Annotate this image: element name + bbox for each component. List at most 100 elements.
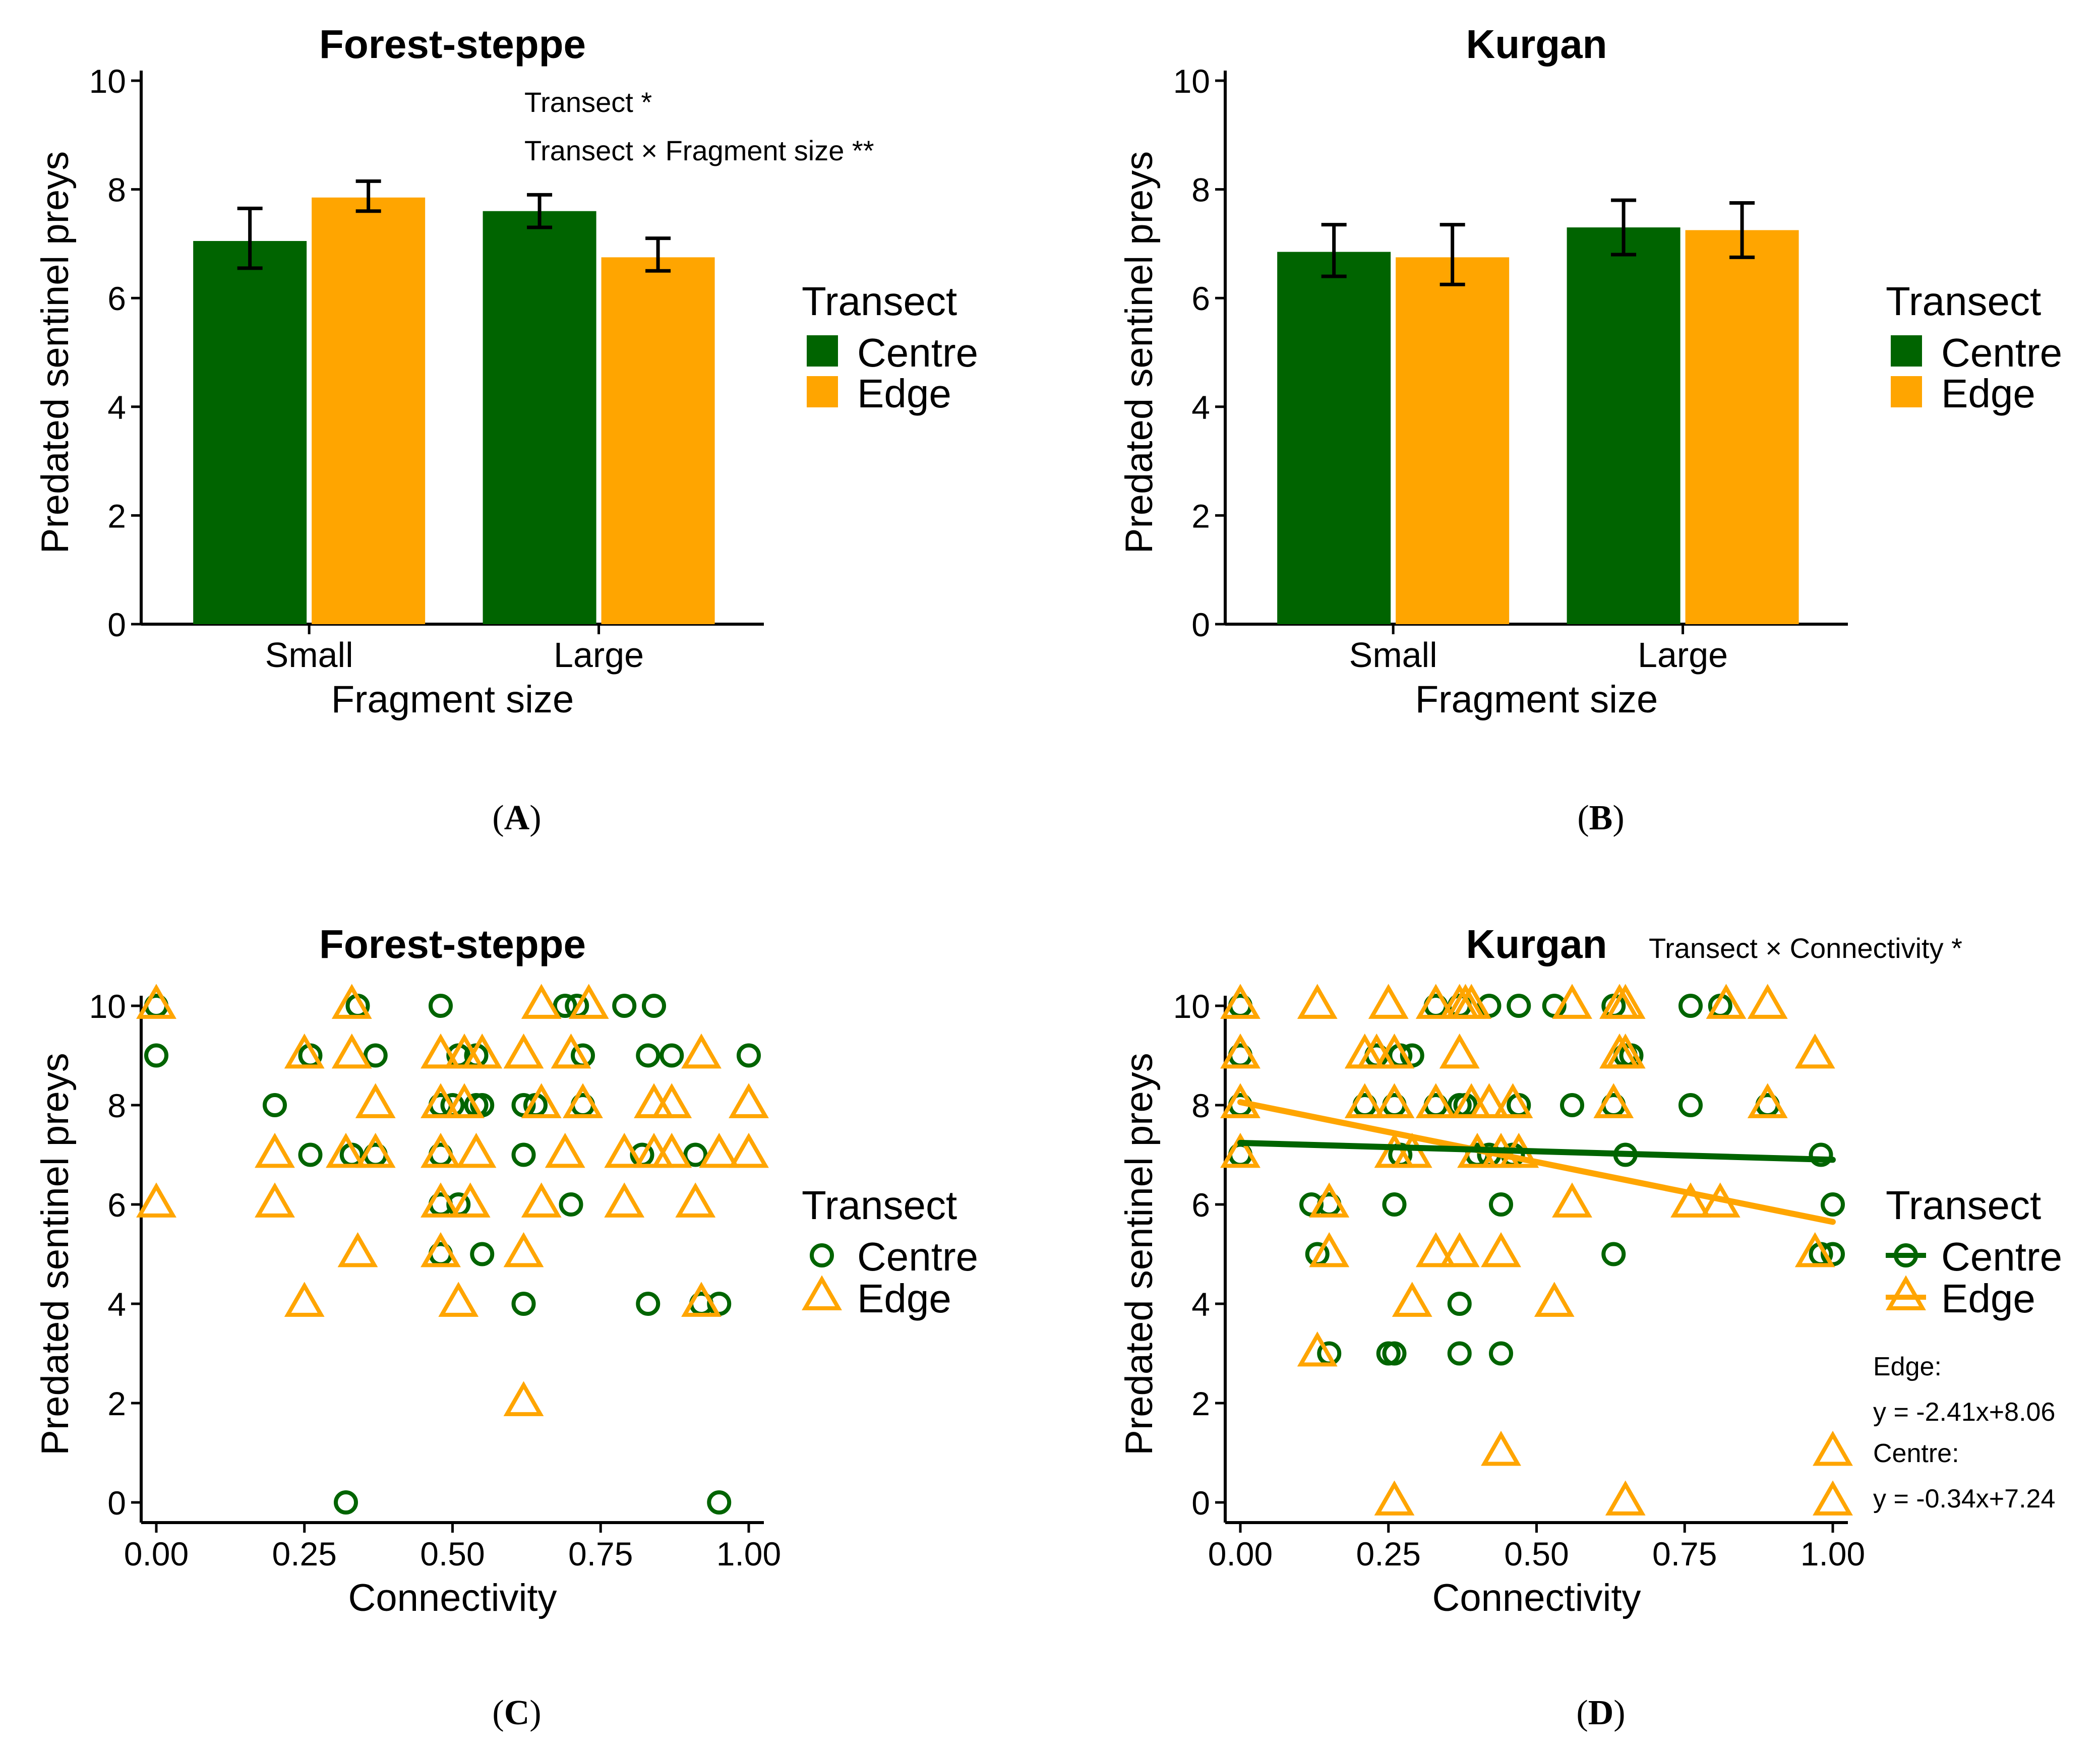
y-tick-label: 2	[107, 1385, 126, 1422]
y-tick-label: 4	[1191, 1286, 1210, 1323]
x-tick-label: 0.25	[1356, 1535, 1421, 1572]
annotation-text: Transect × Fragment size **	[524, 135, 874, 166]
point-edge	[604, 1132, 645, 1168]
y-tick-label: 0	[1191, 606, 1210, 643]
point-edge	[331, 1033, 372, 1069]
point-edge	[1220, 1033, 1261, 1069]
point-centre	[659, 1043, 684, 1068]
point-edge	[1813, 1480, 1853, 1516]
annotation-text: Transect *	[524, 86, 652, 118]
error-bar	[237, 206, 263, 270]
point-centre	[1601, 1242, 1626, 1266]
y-tick-label: 10	[1173, 988, 1210, 1025]
y-axis-label: Predated sentinel preys	[34, 151, 77, 554]
point-centre	[1447, 1341, 1472, 1366]
legend-title: Transect	[802, 1183, 957, 1228]
point-centre	[334, 1490, 358, 1515]
point-edge	[1297, 984, 1338, 1019]
y-tick-label: 0	[107, 1484, 126, 1522]
point-edge	[1374, 1033, 1415, 1069]
y-tick-label: 2	[107, 497, 126, 534]
x-tick-label: 0.25	[272, 1535, 337, 1572]
legend-key-edge	[807, 376, 838, 407]
x-tick-label: 1.00	[716, 1535, 781, 1572]
point-edge	[545, 1132, 585, 1168]
bar-edge-large	[1685, 230, 1799, 624]
y-axis-label: Predated sentinel preys	[34, 1053, 77, 1455]
point-edge	[1492, 1083, 1533, 1118]
point-edge	[444, 1083, 485, 1118]
point-edge	[1605, 984, 1646, 1019]
point-edge	[421, 1083, 461, 1118]
legend-label-centre: Centre	[857, 1234, 978, 1279]
point-edge	[1605, 1480, 1646, 1516]
legend-key-edge	[1891, 376, 1922, 407]
point-edge	[1297, 1331, 1338, 1367]
chart-title: Forest-steppe	[319, 922, 586, 966]
point-centre	[1678, 994, 1703, 1018]
point-edge	[1747, 984, 1788, 1019]
point-edge	[1415, 984, 1456, 1019]
legend-label-centre: Centre	[1941, 1234, 2062, 1279]
legend-title: Transect	[802, 279, 957, 324]
legend-title: Transect	[1886, 1183, 2041, 1228]
point-edge	[1794, 1033, 1835, 1069]
point-centre	[683, 1142, 708, 1167]
point-centre	[553, 994, 577, 1018]
x-axis-label: Fragment size	[331, 678, 574, 721]
point-edge	[1374, 1083, 1415, 1118]
chart-title: Kurgan	[1466, 922, 1607, 966]
point-edge	[1220, 1132, 1261, 1168]
annotation-text: y = -2.41x+8.06	[1873, 1398, 2055, 1427]
x-tick-label: Small	[1349, 635, 1437, 675]
point-centre	[1489, 1341, 1513, 1366]
y-tick-label: 8	[107, 1087, 126, 1124]
point-edge	[1481, 1430, 1521, 1466]
point-edge	[337, 1232, 378, 1267]
y-tick-label: 10	[1173, 63, 1210, 100]
point-edge	[136, 1182, 176, 1218]
panel-label: (B)	[1577, 799, 1624, 837]
panel-label: (D)	[1576, 1693, 1625, 1732]
point-edge	[651, 1083, 692, 1118]
legend-key-centre	[810, 1243, 834, 1267]
panel-d: Kurgan Predated sentinel preys 0 2 4 6 8 10 0.00…	[1118, 922, 2062, 1732]
panel-a: Forest-steppe Predated sentinel preys 0 2 4 6…	[34, 22, 978, 837]
point-centre	[707, 1490, 732, 1515]
point-edge	[450, 1182, 491, 1218]
point-edge	[421, 1033, 461, 1069]
error-bar	[355, 179, 381, 213]
point-edge	[1368, 984, 1409, 1019]
point-edge	[1344, 1083, 1385, 1118]
bar-edge-small	[1396, 257, 1510, 625]
point-edge	[1451, 984, 1492, 1019]
point-edge	[563, 1083, 603, 1118]
point-centre	[636, 1292, 661, 1316]
y-tick-label: 6	[107, 280, 126, 317]
bar-centre-large	[483, 211, 596, 625]
legend-key-edge	[1886, 1275, 1926, 1310]
point-centre	[298, 1142, 323, 1167]
error-bar	[1729, 201, 1755, 259]
x-tick-label: 0.00	[124, 1535, 189, 1572]
point-edge	[1706, 984, 1747, 1019]
point-centre	[559, 1192, 583, 1217]
point-edge	[331, 984, 372, 1019]
y-tick-label: 0	[107, 606, 126, 643]
y-tick-label: 8	[107, 171, 126, 209]
trendline-edge	[1237, 1099, 1836, 1225]
y-tick-label: 0	[1191, 1484, 1210, 1522]
legend-key-edge	[802, 1275, 842, 1310]
chart-title: Forest-steppe	[319, 22, 586, 67]
legend-label-centre: Centre	[857, 330, 978, 375]
annotation-text: Edge:	[1873, 1352, 1942, 1381]
panel-b: Kurgan Predated sentinel preys 0 2 4 6 8 10 Smal…	[1118, 22, 2062, 837]
point-edge	[675, 1182, 716, 1218]
point-centre	[1678, 1093, 1703, 1117]
y-tick-label: 10	[89, 988, 126, 1025]
y-tick-label: 8	[1191, 171, 1210, 209]
